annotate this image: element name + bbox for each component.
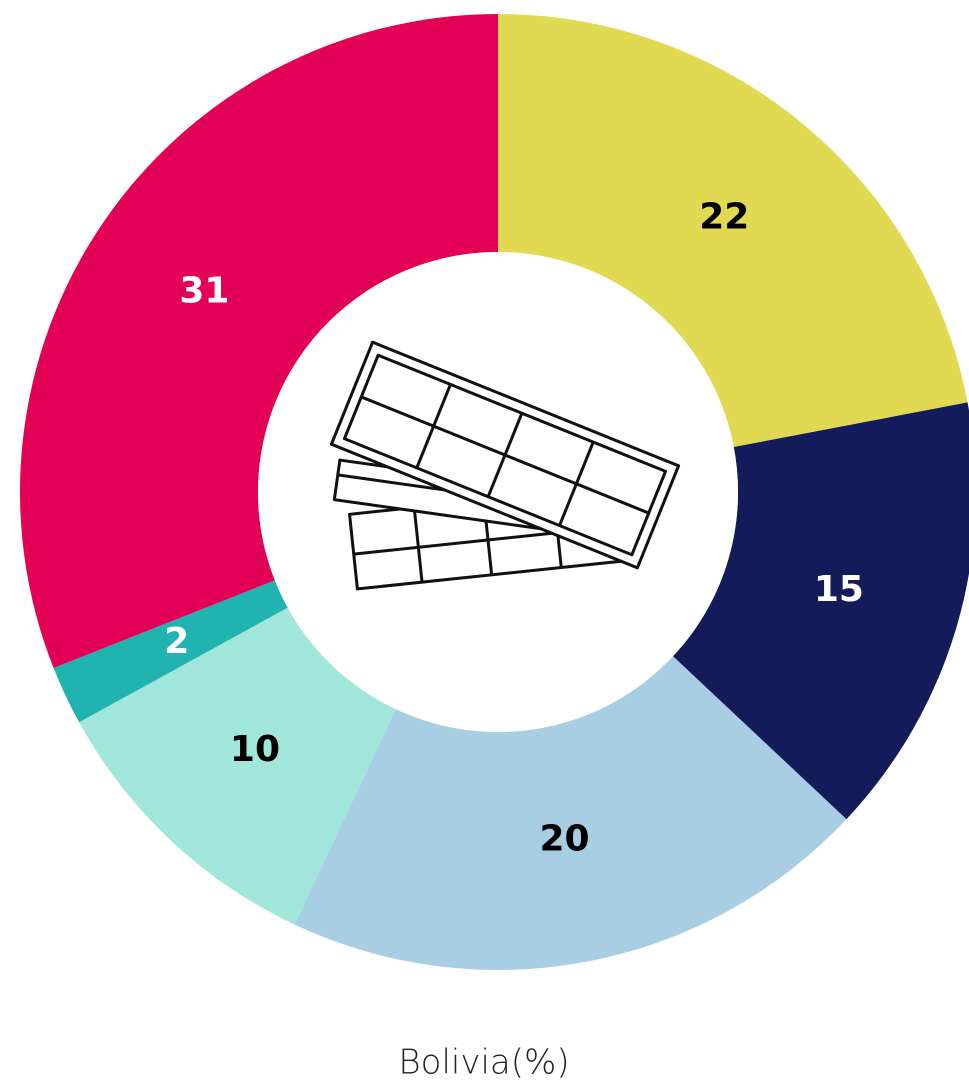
value-label: 22 — [699, 196, 749, 237]
slice — [498, 14, 968, 448]
slice — [294, 656, 847, 970]
slice — [53, 580, 288, 723]
value-label: 15 — [814, 569, 864, 610]
slice — [19, 14, 498, 668]
value-label: 2 — [164, 621, 189, 662]
slice — [672, 402, 969, 820]
value-label: 20 — [539, 819, 589, 860]
value-label: 10 — [230, 729, 280, 770]
chart-title: Bolivia(%) — [398, 1043, 569, 1083]
slice — [79, 607, 396, 925]
chocolate-icon — [329, 340, 681, 591]
value-label: 31 — [179, 270, 229, 311]
